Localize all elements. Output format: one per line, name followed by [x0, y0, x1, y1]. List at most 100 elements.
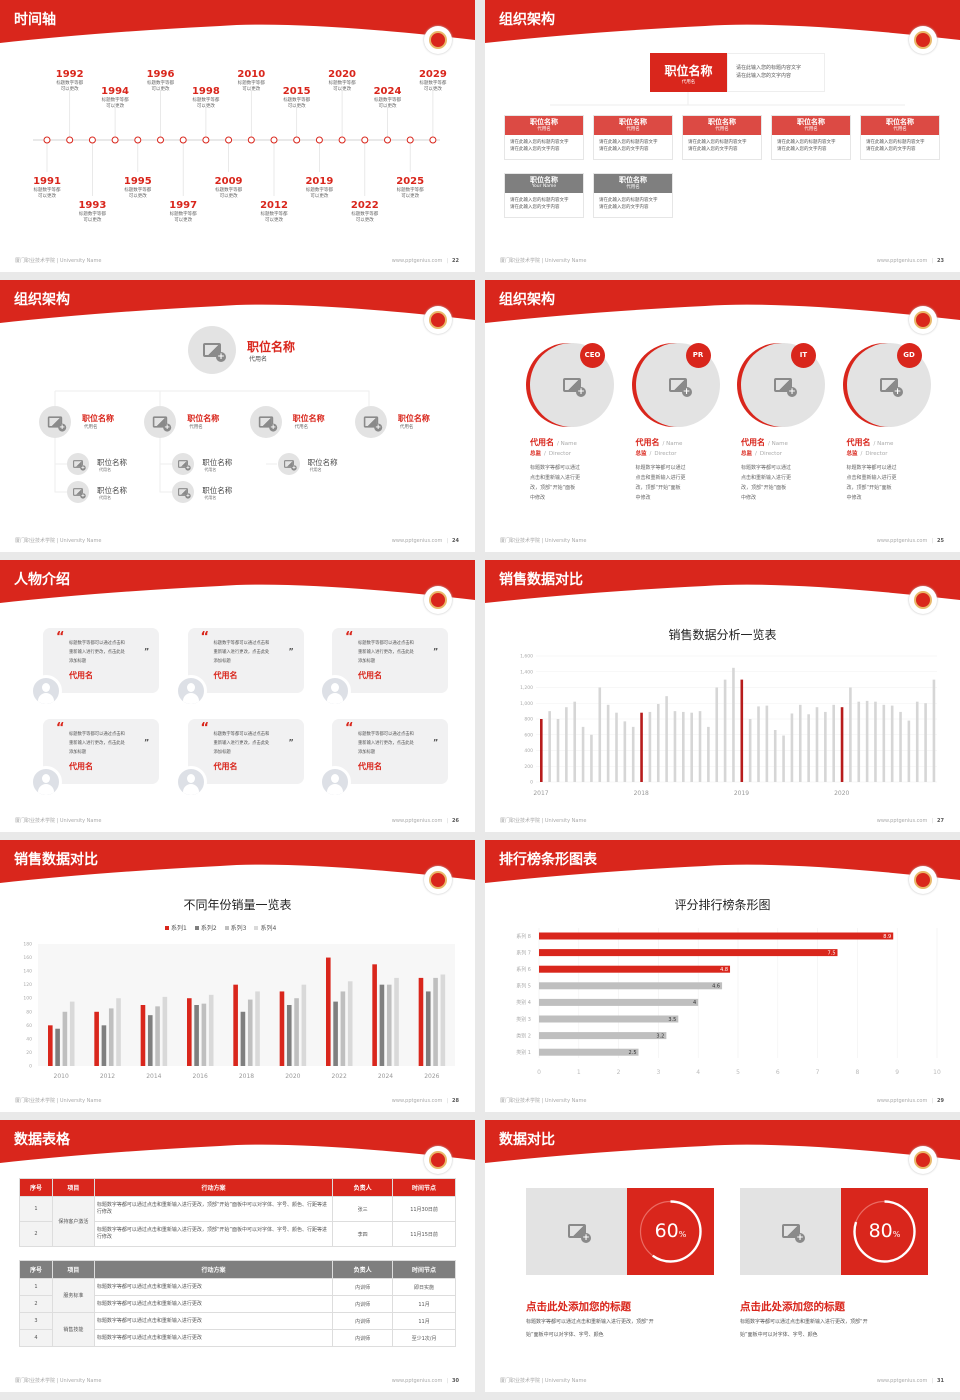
- org-top-box[interactable]: 职位名称 代用名: [650, 53, 727, 92]
- slide-thumbnail[interactable]: 数据表格 厦门职业技术学院 | University Name www.pptgen…: [0, 1120, 475, 1392]
- yearly-sales-chart: 0 20 40 60 80 100 120 140 160 180 2010 2012 2014 2016…: [23, 942, 455, 1080]
- header-band: [0, 560, 475, 603]
- bar: [55, 1028, 60, 1066]
- slide-thumbnail[interactable]: 组织架构 厦门职业技术学院 | University Name www.pptgen…: [485, 0, 960, 272]
- timeline-dot: [293, 136, 301, 144]
- footer-separator: |: [446, 538, 449, 544]
- person-name: 代用名: [69, 762, 93, 771]
- x-tick-label: 0: [537, 1069, 541, 1076]
- avatar-placeholder[interactable]: [39, 406, 71, 438]
- x-tick-label: 2010: [54, 1073, 69, 1080]
- quote-card[interactable]: “ ” 标题数字等都可以通过点击和 重新输入进行更改，点击此处 添加标题 代用名: [332, 628, 448, 693]
- image-placeholder[interactable]: [740, 1188, 841, 1275]
- timeline-desc: 可以更改: [356, 216, 374, 223]
- slide-thumbnail[interactable]: 销售数据对比 厦门职业技术学院 | University Name www.pptg…: [0, 840, 475, 1112]
- legend-item[interactable]: 系列3: [224, 923, 246, 932]
- avatar-placeholder[interactable]: [249, 406, 282, 438]
- avatar-placeholder[interactable]: [144, 406, 177, 438]
- desc-line: 改，顶部“开始”面板: [741, 485, 787, 491]
- quote-card[interactable]: “ ” 标题数字等都可以通过点击和 重新输入进行更改，点击此处 添加标题 代用名: [187, 628, 304, 693]
- org-child-title: 职位名称: [97, 458, 127, 467]
- header-band: [0, 1120, 475, 1163]
- slide-thumbnail[interactable]: 排行榜条形图表 厦门职业技术学院 | University Name www.ppt…: [485, 840, 960, 1112]
- bar: [690, 712, 693, 782]
- image-placeholder-icon: [774, 378, 797, 397]
- slide-thumbnail[interactable]: 时间轴 厦门职业技术学院 | University Name www.pptgeni…: [0, 0, 475, 272]
- timeline-desc: 标题数字等都: [102, 96, 129, 103]
- bar: [116, 998, 121, 1066]
- legend-item[interactable]: 系列2: [194, 923, 217, 932]
- quote-card[interactable]: “ ” 标题数字等都可以通过点击和 重新输入进行更改，点击此处 添加标题 代用名: [43, 719, 159, 784]
- y-tick-label: 140: [23, 969, 32, 975]
- timeline-year: 1994: [101, 86, 129, 97]
- org-card[interactable]: 职位名称 代用名 请在此输入您的标题内容文字 请在此输入您的文字内容: [682, 115, 762, 160]
- avatar-placeholder[interactable]: [277, 453, 300, 475]
- image-placeholder[interactable]: [526, 1188, 627, 1275]
- timeline-year: 2009: [215, 176, 243, 187]
- image-placeholder-icon: [563, 378, 586, 397]
- footer-separator: |: [931, 1098, 934, 1104]
- slide-title: 组织架构: [14, 292, 70, 308]
- bar: [824, 711, 827, 782]
- avatar-placeholder[interactable]: [67, 481, 89, 503]
- avatar-placeholder[interactable]: [188, 326, 236, 374]
- slide-thumbnail[interactable]: 数据对比 厦门职业技术学院 | University Name www.pptgen…: [485, 1120, 960, 1392]
- footer-separator: |: [931, 538, 934, 544]
- bar: [301, 984, 307, 1066]
- desc-line: 点击和重新输入进行更: [846, 475, 897, 481]
- slide-title: 数据对比: [499, 1132, 555, 1148]
- table-row[interactable]: 1 服务标准 标题数字等都可以通过点击和重新输入进行更改 内训师 即日实施: [19, 1278, 456, 1313]
- table-row[interactable]: 3 销售技能 标题数字等都可以通过点击和重新输入进行更改 内训师 11月: [19, 1312, 456, 1347]
- quote-line: 标题数字等都可以通过点击和: [213, 732, 270, 737]
- timeline-desc: 标题数字等都: [283, 96, 310, 103]
- table-row[interactable]: 2 标题数字等都可以通过点击和重新输入进行更改，顶部“开始”面板中可以对字体、字号…: [19, 1221, 456, 1247]
- bar: [899, 711, 902, 782]
- legend-item[interactable]: 系列1: [165, 923, 187, 932]
- quote-card[interactable]: “ ” 标题数字等都可以通过点击和 重新输入进行更改，点击此处 添加标题 代用名: [187, 719, 304, 784]
- chart-title: 不同年份销量一览表: [183, 898, 292, 912]
- org-card[interactable]: 职位名称 代用名 请在此输入您的标题内容文字 请在此输入您的文字内容: [771, 115, 851, 160]
- logo-emblem: [429, 591, 447, 609]
- footer-right: www.pptgenius.com | 30: [392, 1378, 459, 1384]
- avatar-placeholder[interactable]: [354, 406, 387, 438]
- quote-card[interactable]: “ ” 标题数字等都可以通过点击和 重新输入进行更改，点击此处 添加标题 代用名: [43, 628, 159, 693]
- quote-text: 标题数字等都可以通过点击和 重新输入进行更改，点击此处 添加标题: [69, 730, 125, 757]
- slide-thumbnail[interactable]: 组织架构 厦门职业技术学院 | University Name www.pptgen…: [0, 280, 475, 552]
- logo-emblem: [914, 1151, 932, 1169]
- y-tick-label: 0: [29, 1064, 32, 1070]
- org-sub: 代用名: [84, 425, 98, 430]
- avatar-placeholder[interactable]: [67, 453, 89, 475]
- desc-line: 请在此输入您的标题内容文字: [599, 198, 658, 203]
- org-card[interactable]: 职位名称 代用名 请在此输入您的标题内容文字 请在此输入您的文字内容: [504, 115, 584, 160]
- y-category-label: 系列 5: [516, 983, 531, 990]
- quote-line: 重新输入进行更改，点击此处: [358, 650, 414, 655]
- x-tick-label: 2017: [533, 790, 548, 797]
- timeline-desc: 标题数字等都: [192, 96, 219, 103]
- slide-thumbnail[interactable]: 人物介绍 厦门职业技术学院 | University Name www.pptgen…: [0, 560, 475, 832]
- logo-emblem: [914, 31, 932, 49]
- photo-placeholder[interactable]: [530, 343, 614, 427]
- org-card[interactable]: 职位名称 代用名 请在此输入您的标题内容文字 请在此输入您的文字内容: [593, 115, 673, 160]
- image-placeholder-icon: [258, 416, 277, 432]
- table-row[interactable]: 4 标题数字等都可以通过点击和重新输入进行更改 内训师 至少1次/月: [19, 1329, 456, 1347]
- slide-thumbnail[interactable]: 销售数据对比 厦门职业技术学院 | University Name www.pptg…: [485, 560, 960, 832]
- school-logo-icon: [909, 866, 937, 894]
- cell-deadline: 11月15日前: [392, 1221, 456, 1247]
- org-card[interactable]: 职位名称 代用名 请在此输入您的标题内容文字 请在此输入您的文字内容: [593, 173, 673, 218]
- quote-card[interactable]: “ ” 标题数字等都可以通过点击和 重新输入进行更改，点击此处 添加标题 代用名: [332, 719, 448, 784]
- table-row[interactable]: 1 保持客户激活 标题数字等都可以通过点击和重新输入进行更改，顶部“开始”面板中可以…: [19, 1196, 456, 1247]
- page-number: 25: [937, 538, 944, 544]
- legend-item[interactable]: 系列4: [254, 923, 276, 932]
- page-number: 24: [452, 538, 459, 544]
- org-card[interactable]: 职位名称 代用名 请在此输入您的标题内容文字 请在此输入您的文字内容: [860, 115, 940, 160]
- avatar-placeholder[interactable]: [172, 453, 195, 475]
- slide-title: 时间轴: [14, 12, 56, 28]
- avatar-placeholder[interactable]: [172, 481, 195, 503]
- desc-line: 标题数字等都可以通过: [741, 465, 792, 471]
- timeline-year: 2019: [305, 176, 333, 187]
- percent-value: 80%: [841, 1220, 928, 1242]
- person-name-en: / Name: [873, 441, 894, 447]
- slide-thumbnail[interactable]: 组织架构 厦门职业技术学院 | University Name www.pptgen…: [485, 280, 960, 552]
- org-card[interactable]: 职位名称 Your Name 请在此输入您的标题内容文字 请在此输入您的文字内容: [504, 173, 584, 218]
- org-card-title: 职位名称: [619, 176, 647, 184]
